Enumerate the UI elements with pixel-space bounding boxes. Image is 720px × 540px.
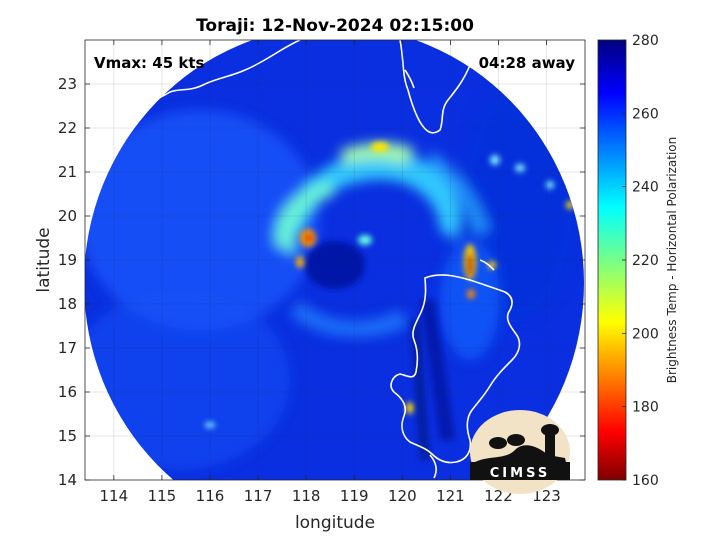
y-axis: 14 15 16 17 18 19 20 21 22 23	[58, 75, 585, 489]
y-tick-label: 23	[58, 75, 77, 93]
colorbar-tick-label: 200	[632, 326, 659, 342]
x-tick-label: 115	[148, 487, 177, 505]
distance-annotation: 04:28 away	[479, 54, 576, 72]
colorbar-tick-label: 240	[632, 180, 659, 196]
y-tick-label: 14	[58, 471, 77, 489]
x-tick-label: 121	[436, 487, 465, 505]
y-tick-label: 17	[58, 339, 77, 357]
x-tick-label: 114	[100, 487, 129, 505]
y-tick-label: 19	[58, 251, 77, 269]
y-tick-label: 21	[58, 163, 77, 181]
colorbar	[597, 39, 627, 481]
coastline	[87, 40, 521, 479]
x-tick-label: 120	[388, 487, 417, 505]
colorbar-tick-label: 280	[632, 33, 659, 49]
x-tick-label: 117	[244, 487, 273, 505]
colorbar-tick-label: 180	[632, 400, 659, 416]
x-tick-label: 123	[532, 487, 561, 505]
y-tick-label: 20	[58, 207, 77, 225]
y-tick-label: 15	[58, 427, 77, 445]
cimss-logo: CIMSS	[470, 410, 570, 494]
x-tick-label: 118	[292, 487, 321, 505]
colorbar-tick-label: 220	[632, 253, 659, 269]
x-tick-label: 116	[196, 487, 225, 505]
y-tick-label: 22	[58, 119, 77, 137]
cimss-logo-text: CIMSS	[490, 466, 550, 481]
colorbar-tick-label: 160	[632, 473, 659, 489]
y-axis-label: latitude	[34, 227, 54, 292]
y-tick-label: 18	[58, 295, 77, 313]
chart-title: Toraji: 12-Nov-2024 02:15:00	[196, 16, 474, 36]
vmax-annotation: Vmax: 45 kts	[94, 54, 204, 72]
x-tick-label: 119	[340, 487, 369, 505]
colorbar-label: Brightness Temp - Horizontal Polarizatio…	[665, 137, 679, 384]
colorbar-tick-label: 260	[632, 106, 659, 122]
y-tick-label: 16	[58, 383, 77, 401]
x-axis-label: longitude	[295, 513, 375, 533]
x-axis: 114 115 116 117 118 119 120 121 122 123	[100, 40, 561, 505]
colorbar-ticks: 280 260 240 220 200 180 160	[622, 33, 659, 489]
